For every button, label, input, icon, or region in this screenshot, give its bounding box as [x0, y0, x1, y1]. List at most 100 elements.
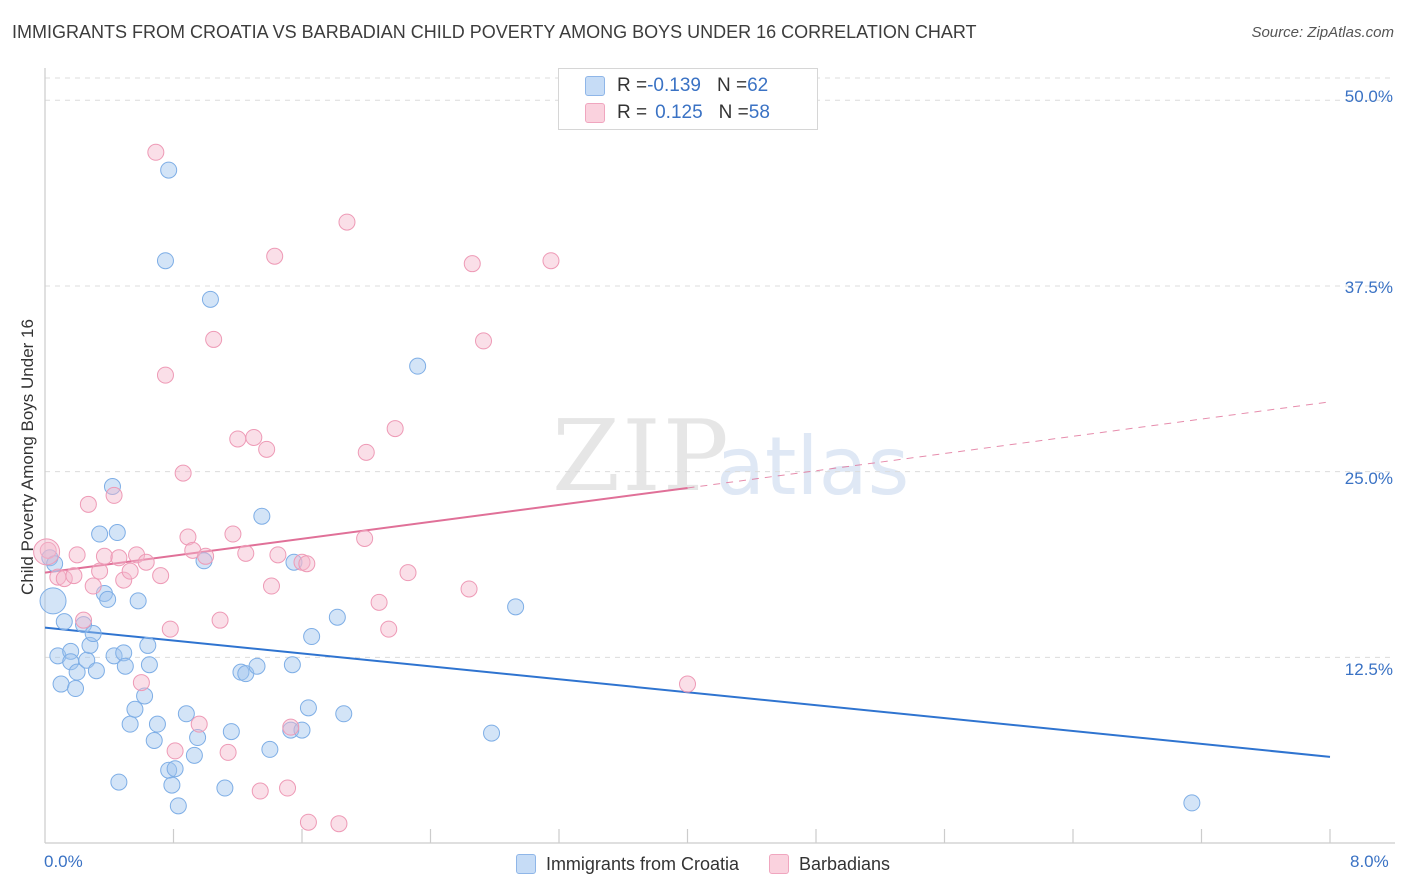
croatia-point — [91, 525, 109, 543]
r-value: -0.139 — [647, 75, 701, 96]
croatia-point — [303, 628, 321, 646]
croatia-point — [87, 662, 105, 680]
n-value: 58 — [748, 102, 770, 123]
croatia-point — [409, 357, 427, 375]
y-tick-label: 12.5% — [1344, 660, 1393, 679]
barbadian-point — [166, 742, 184, 760]
barbadian-point — [39, 541, 57, 559]
barbadian-point — [338, 213, 356, 231]
barbadian-point — [460, 580, 478, 598]
croatia-point — [328, 608, 346, 626]
croatia-point — [39, 587, 67, 615]
croatia-point — [163, 776, 181, 794]
barbadian-point — [137, 553, 155, 571]
barbadian-point — [229, 430, 247, 448]
barbadian-point — [79, 495, 97, 513]
barbadian-point — [266, 247, 284, 265]
barbadian-point — [282, 718, 300, 736]
watermark-atlas: atlas — [716, 420, 910, 513]
series-legend: Immigrants from Croatia Barbadians — [0, 850, 1406, 878]
barbadian-point — [84, 577, 102, 595]
croatia-point — [126, 700, 144, 718]
y-tick-label: 25.0% — [1344, 469, 1393, 488]
barbadian-point — [179, 528, 197, 546]
croatia-point — [156, 252, 174, 270]
croatia-point — [145, 732, 163, 750]
barbadian-point — [211, 611, 229, 629]
croatia-point — [283, 656, 301, 674]
chart-title: IMMIGRANTS FROM CROATIA VS BARBADIAN CHI… — [12, 22, 977, 42]
barbadian-swatch — [768, 854, 789, 874]
barbadian-point — [269, 546, 287, 564]
croatia-point — [116, 657, 134, 675]
croatia-point — [299, 699, 317, 717]
barbadian-point — [245, 428, 263, 446]
croatia-point — [201, 290, 219, 308]
barbadian-point — [463, 255, 481, 273]
croatia-point — [105, 647, 123, 665]
stats-legend: R = -0.139 N = 62 R = 0.125 N = 58 — [558, 68, 818, 130]
n-value: 62 — [747, 75, 769, 96]
croatia-point — [121, 715, 139, 733]
barbadian-point — [115, 571, 133, 589]
croatia-point — [67, 680, 85, 698]
barbadian-point — [174, 464, 192, 482]
croatia-point — [1183, 794, 1201, 812]
croatia-point — [177, 705, 195, 723]
croatia-point — [136, 687, 154, 705]
croatia-point — [293, 721, 311, 739]
r-value: 0.125 — [655, 102, 703, 123]
barbadian-point — [224, 525, 242, 543]
barbadian-point — [197, 547, 215, 565]
barbadian-point — [68, 546, 86, 564]
barbadian-point — [55, 570, 73, 588]
croatia-point — [52, 675, 70, 693]
croatia-point — [108, 524, 126, 542]
r-label: R = — [617, 102, 648, 123]
croatia-point — [189, 729, 207, 747]
barbadian-point — [190, 715, 208, 733]
barbadian-point — [121, 562, 139, 580]
croatia-point — [222, 723, 240, 741]
barbadian-point — [95, 547, 113, 565]
barbadian-point — [33, 538, 61, 566]
barbadian-point — [542, 252, 560, 270]
legend-label: Barbadians — [798, 853, 891, 874]
barbadian-trend-extension — [687, 401, 1331, 489]
barbadian-point — [299, 813, 317, 831]
croatia-point — [148, 715, 166, 733]
stats-legend-row-barbadian: R = 0.125 N = 58 — [585, 100, 770, 126]
barbadian-point — [75, 611, 93, 629]
barbadian-point — [147, 143, 165, 161]
croatia-point — [483, 724, 501, 742]
barbadian-point — [475, 332, 493, 350]
barbadian-point — [91, 562, 109, 580]
y-tick-label: 50.0% — [1344, 87, 1393, 106]
croatia-point — [68, 663, 86, 681]
stats-legend-row-croatia: R = -0.139 N = 62 — [585, 73, 768, 99]
barbadian-point — [279, 779, 297, 797]
r-label: R = — [617, 75, 648, 96]
legend-item-barbadian: Barbadians — [768, 850, 891, 878]
barbadian-point — [156, 366, 174, 384]
croatia-point — [75, 616, 93, 634]
croatia-point — [335, 705, 353, 723]
barbadian-point — [386, 420, 404, 438]
barbadian-point — [105, 486, 123, 504]
croatia-point — [248, 657, 266, 675]
croatia-swatch — [515, 854, 536, 874]
croatia-point — [55, 613, 73, 631]
x-tick-label: 0.0% — [44, 852, 83, 871]
croatia-swatch — [585, 76, 605, 96]
croatia-point — [253, 507, 271, 525]
barbadian-point — [132, 674, 150, 692]
n-label: N = — [718, 102, 749, 123]
croatia-point — [216, 779, 234, 797]
barbadian-point — [262, 577, 280, 595]
croatia-point — [115, 644, 133, 662]
barbadian-point — [370, 593, 388, 611]
barbadian-point — [65, 567, 83, 585]
barbadian-point — [380, 620, 398, 638]
barbadian-point — [205, 330, 223, 348]
